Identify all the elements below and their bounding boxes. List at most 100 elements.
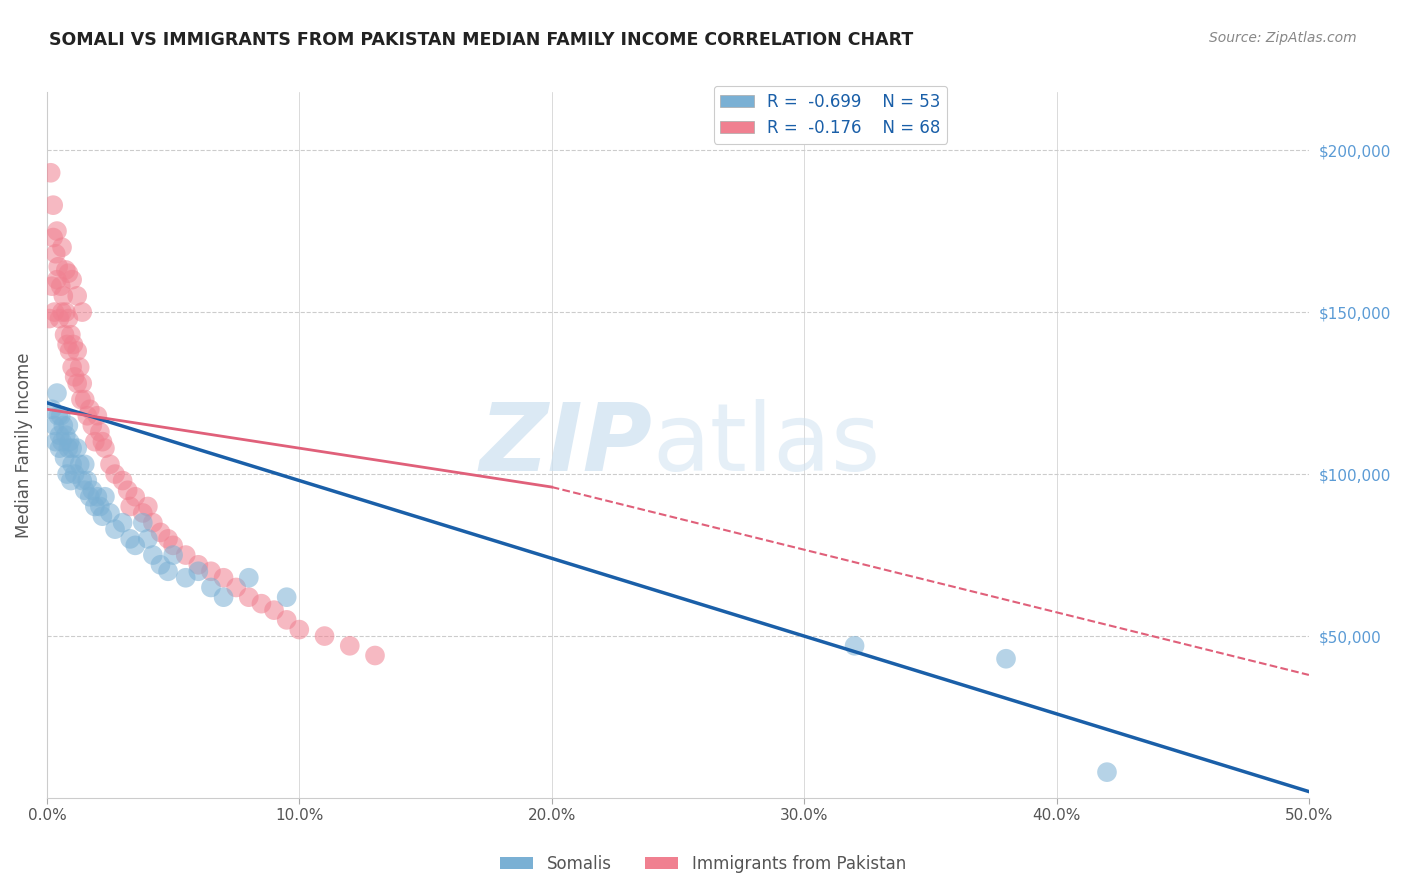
Point xyxy=(60,458,83,472)
Point xyxy=(76,409,98,423)
Point xyxy=(63,467,86,481)
Point xyxy=(86,490,108,504)
Point xyxy=(120,532,142,546)
Point xyxy=(844,639,866,653)
Point xyxy=(45,246,67,260)
Point xyxy=(44,418,66,433)
Point xyxy=(162,548,184,562)
Point xyxy=(46,409,69,423)
Point xyxy=(79,490,101,504)
Point xyxy=(212,571,235,585)
Point xyxy=(45,434,67,449)
Point xyxy=(70,305,93,319)
Point xyxy=(263,603,285,617)
Point xyxy=(56,467,79,481)
Point xyxy=(149,558,172,572)
Text: SOMALI VS IMMIGRANTS FROM PAKISTAN MEDIAN FAMILY INCOME CORRELATION CHART: SOMALI VS IMMIGRANTS FROM PAKISTAN MEDIA… xyxy=(49,31,914,49)
Point xyxy=(136,532,159,546)
Point xyxy=(89,500,111,514)
Point xyxy=(59,474,82,488)
Point xyxy=(187,564,209,578)
Point xyxy=(46,386,69,401)
Point xyxy=(200,564,222,578)
Point xyxy=(364,648,387,663)
Point xyxy=(55,263,77,277)
Point xyxy=(157,532,180,546)
Point xyxy=(58,266,80,280)
Point xyxy=(66,289,89,303)
Point xyxy=(58,311,80,326)
Point xyxy=(41,279,63,293)
Point xyxy=(48,311,70,326)
Point xyxy=(79,402,101,417)
Point xyxy=(73,458,96,472)
Point xyxy=(60,273,83,287)
Point xyxy=(82,418,104,433)
Point xyxy=(250,597,273,611)
Point xyxy=(59,343,82,358)
Point xyxy=(73,392,96,407)
Point xyxy=(52,418,75,433)
Point xyxy=(42,198,65,212)
Point xyxy=(53,450,76,465)
Point xyxy=(91,509,114,524)
Point xyxy=(98,458,121,472)
Point xyxy=(49,409,72,423)
Point xyxy=(41,402,63,417)
Point xyxy=(69,458,91,472)
Point xyxy=(212,590,235,604)
Point xyxy=(60,360,83,375)
Point xyxy=(104,522,127,536)
Point xyxy=(56,337,79,351)
Point xyxy=(44,305,66,319)
Legend: Somalis, Immigrants from Pakistan: Somalis, Immigrants from Pakistan xyxy=(494,848,912,880)
Point xyxy=(111,474,134,488)
Point xyxy=(238,571,260,585)
Point xyxy=(73,483,96,498)
Point xyxy=(58,441,80,455)
Point xyxy=(136,500,159,514)
Point xyxy=(1095,765,1118,780)
Point xyxy=(51,240,73,254)
Point xyxy=(51,434,73,449)
Point xyxy=(86,409,108,423)
Point xyxy=(225,581,247,595)
Point xyxy=(66,343,89,358)
Text: ZIP: ZIP xyxy=(479,399,652,491)
Point xyxy=(38,311,60,326)
Point xyxy=(59,434,82,449)
Point xyxy=(66,441,89,455)
Legend: R =  -0.699    N = 53, R =  -0.176    N = 68: R = -0.699 N = 53, R = -0.176 N = 68 xyxy=(714,86,948,144)
Point xyxy=(46,273,69,287)
Point xyxy=(187,558,209,572)
Point xyxy=(132,516,155,530)
Point xyxy=(70,376,93,391)
Point xyxy=(48,441,70,455)
Point xyxy=(142,516,165,530)
Point xyxy=(149,525,172,540)
Point xyxy=(70,474,93,488)
Point xyxy=(94,490,117,504)
Point xyxy=(42,230,65,244)
Point xyxy=(238,590,260,604)
Point xyxy=(52,289,75,303)
Text: Source: ZipAtlas.com: Source: ZipAtlas.com xyxy=(1209,31,1357,45)
Point xyxy=(48,428,70,442)
Point xyxy=(117,483,139,498)
Point xyxy=(58,418,80,433)
Point xyxy=(66,376,89,391)
Point xyxy=(39,166,62,180)
Point xyxy=(142,548,165,562)
Point xyxy=(288,623,311,637)
Point xyxy=(89,425,111,439)
Point xyxy=(83,434,105,449)
Point xyxy=(46,224,69,238)
Point xyxy=(124,538,146,552)
Point xyxy=(200,581,222,595)
Point xyxy=(82,483,104,498)
Point xyxy=(995,652,1018,666)
Point xyxy=(314,629,336,643)
Point xyxy=(83,500,105,514)
Text: atlas: atlas xyxy=(652,399,882,491)
Point xyxy=(339,639,361,653)
